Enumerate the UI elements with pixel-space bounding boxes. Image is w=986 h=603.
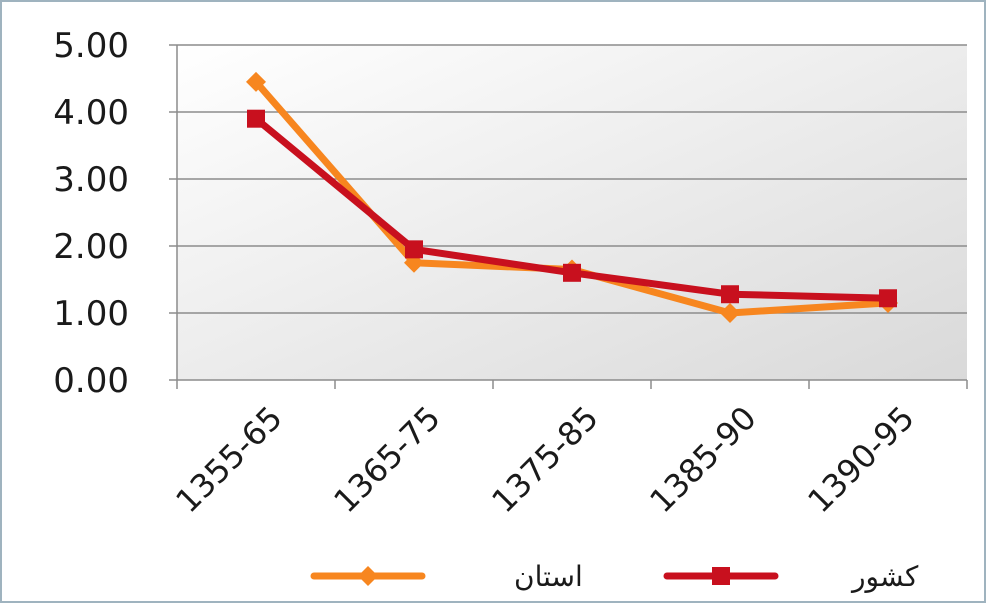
- series-1-marker: [720, 303, 740, 323]
- series-2-marker: [879, 289, 897, 308]
- legend-label-1: استان: [514, 560, 583, 593]
- series-lines: [246, 71, 898, 323]
- x-tick-label: 1390-95: [800, 399, 921, 520]
- series-1-marker: [246, 71, 266, 92]
- x-tick-label: 1355-65: [168, 399, 289, 520]
- x-tick-label: 1385-90: [642, 399, 763, 520]
- y-tick-label: 1.00: [53, 294, 129, 334]
- axes: [176, 45, 968, 389]
- y-tick-label: 3.00: [53, 160, 129, 200]
- y-tick-label: 0.00: [53, 361, 129, 401]
- y-tick-labels: 0.00 1.00 2.00 3.00 4.00 5.00: [53, 26, 129, 401]
- y-tick-label: 2.00: [53, 227, 129, 267]
- legend-marker-1: [358, 566, 378, 586]
- series-2-marker: [405, 240, 423, 259]
- x-tick-label: 1375-85: [484, 399, 605, 520]
- x-tick-label: 1365-75: [326, 399, 447, 520]
- series-2-marker: [563, 263, 581, 282]
- gridlines: [169, 44, 967, 381]
- y-tick-label: 5.00: [53, 26, 129, 66]
- legend: استان کشور: [310, 560, 919, 593]
- series-2-marker: [721, 285, 739, 304]
- legend-label-2: کشور: [850, 560, 919, 593]
- x-tick-labels: 1355-65 1365-75 1375-85 1385-90 1390-95: [168, 399, 921, 520]
- legend-marker-2: [712, 567, 730, 585]
- series-2-marker: [247, 109, 265, 128]
- y-tick-label: 4.00: [53, 93, 129, 133]
- plot-area: [177, 45, 967, 380]
